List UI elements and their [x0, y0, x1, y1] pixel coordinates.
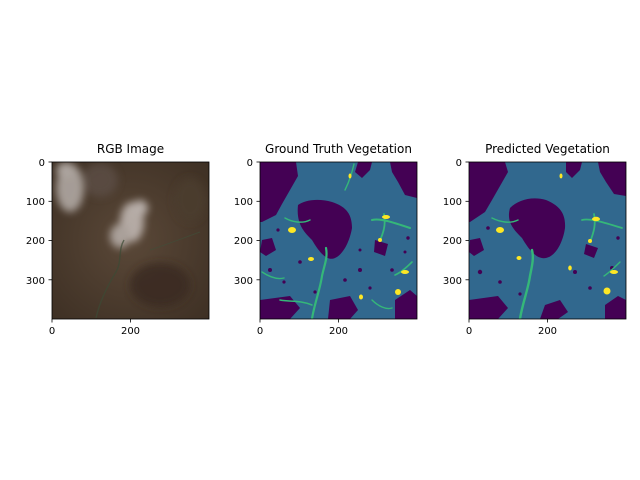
panel-title: Predicted Vegetation [485, 142, 610, 156]
y-tick-label: 100 [234, 197, 253, 208]
x-tick-label: 0 [257, 326, 263, 337]
panel-predicted: Predicted Vegetation [443, 142, 627, 337]
x-tick-label: 200 [329, 326, 348, 337]
y-tick-label: 100 [26, 197, 45, 208]
x-tick-label: 200 [121, 326, 140, 337]
y-tick-label: 300 [443, 276, 462, 287]
panel-rgb-image: RGB Image [26, 142, 210, 337]
panel-ground-truth: Ground Truth Vegetation [234, 142, 418, 337]
axis-ticks [256, 161, 339, 323]
y-tick-label: 0 [247, 158, 253, 169]
axis-ticks [465, 161, 548, 323]
y-tick-label: 300 [26, 276, 45, 287]
ground-truth-map [260, 162, 417, 319]
y-tick-label: 0 [456, 158, 462, 169]
x-tick-label: 0 [49, 326, 55, 337]
rgb-image [52, 162, 209, 319]
x-tick-label: 0 [466, 326, 472, 337]
y-tick-label: 100 [443, 197, 462, 208]
y-tick-label: 200 [234, 236, 253, 247]
predicted-map [469, 162, 626, 319]
panel-title: Ground Truth Vegetation [265, 142, 412, 156]
y-tick-label: 200 [443, 236, 462, 247]
axis-ticks [48, 161, 131, 323]
y-tick-label: 200 [26, 236, 45, 247]
y-tick-label: 0 [39, 158, 45, 169]
y-tick-label: 300 [234, 276, 253, 287]
x-tick-label: 200 [538, 326, 557, 337]
panel-title: RGB Image [97, 142, 164, 156]
